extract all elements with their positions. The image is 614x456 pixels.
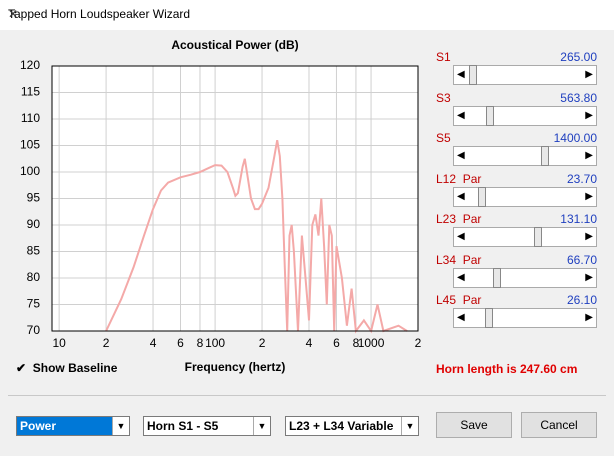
- slider-right-arrow[interactable]: ▶: [585, 312, 593, 323]
- slider-name: S3: [436, 90, 451, 105]
- slider[interactable]: ◀ ▶: [453, 186, 597, 207]
- x-tick-label: 6: [177, 336, 184, 350]
- slider-left-arrow[interactable]: ◀: [457, 231, 465, 242]
- y-tick-label: 110: [21, 111, 40, 125]
- slider-left-arrow[interactable]: ◀: [457, 190, 465, 202]
- slider-left-arrow[interactable]: ◀: [457, 69, 465, 80]
- slider-left-arrow[interactable]: ◀: [457, 271, 465, 283]
- slider-name: L23 Par: [436, 212, 482, 226]
- slider-left-arrow[interactable]: ◀: [457, 312, 465, 323]
- x-tick-label: 6: [333, 336, 340, 350]
- slider-left-arrow[interactable]: ◀: [457, 109, 465, 121]
- line-series: [105, 140, 408, 334]
- separator: [8, 395, 606, 396]
- y-tick-label: 100: [20, 164, 40, 178]
- slider-thumb[interactable]: [485, 308, 493, 328]
- y-tick-label: 90: [27, 217, 41, 231]
- y-tick-label: 85: [27, 244, 41, 258]
- slider-thumb[interactable]: [486, 105, 494, 126]
- save-button[interactable]: Save: [436, 412, 512, 438]
- slider-thumb[interactable]: [541, 146, 549, 166]
- slider-value: 265.00: [560, 50, 597, 64]
- horn-length: Horn length is 247.60 cm: [436, 362, 578, 376]
- x-tick-label: 4: [306, 336, 313, 350]
- slider[interactable]: ◀ ▶: [453, 227, 597, 247]
- slider-value: 66.70: [566, 252, 597, 267]
- slider-value: 1400.00: [553, 131, 597, 145]
- y-tick-label: 75: [27, 297, 41, 311]
- y-tick-label: 105: [20, 138, 40, 152]
- slider-right-arrow[interactable]: ▶: [585, 271, 593, 283]
- slider-name: S5: [436, 131, 451, 145]
- y-tick-label: 120: [20, 58, 40, 72]
- slider[interactable]: ◀ ▶: [453, 308, 597, 328]
- x-tick-label: 2: [415, 336, 422, 350]
- title-bar: Tapped Horn Loudspeaker Wizard ✕: [0, 0, 614, 30]
- x-tick-label: 10: [52, 336, 66, 350]
- slider-value: 563.80: [560, 90, 597, 105]
- show-baseline-checkbox[interactable]: ✔ Show Baseline: [16, 361, 118, 375]
- dropdown-value: Horn S1 - S5: [147, 419, 219, 433]
- slider-left-arrow[interactable]: ◀: [457, 150, 465, 161]
- slider-value: 131.10: [560, 212, 597, 226]
- slider-right-arrow[interactable]: ▶: [585, 231, 593, 242]
- slider-name: L12 Par: [436, 171, 482, 186]
- slider[interactable]: ◀ ▶: [453, 267, 597, 288]
- dropdown-value: Power: [20, 419, 57, 433]
- checkbox-label: Show Baseline: [32, 361, 118, 375]
- slider-value: 23.70: [566, 171, 597, 186]
- slider[interactable]: ◀ ▶: [453, 65, 597, 85]
- slider-thumb[interactable]: [478, 186, 486, 207]
- x-tick-label: 100: [205, 336, 225, 350]
- slider[interactable]: ◀ ▶: [453, 105, 597, 126]
- x-tick-label: 4: [150, 336, 157, 350]
- slider-name: L45 Par: [436, 293, 482, 307]
- dropdown-value: L23 + L34 Variable: [289, 419, 394, 433]
- chart-title: Acoustical Power (dB): [171, 38, 298, 52]
- cancel-button[interactable]: Cancel: [521, 412, 597, 438]
- slider-thumb[interactable]: [469, 65, 477, 85]
- slider-right-arrow[interactable]: ▶: [585, 109, 593, 121]
- y-tick-label: 95: [27, 191, 41, 205]
- slider-right-arrow[interactable]: ▶: [585, 69, 593, 80]
- slider-name: L34 Par: [436, 252, 482, 267]
- chart: Acoustical Power (dB) Frequency (hertz) …: [20, 38, 422, 374]
- dropdown[interactable]: Power ▼: [16, 416, 130, 436]
- x-tick-label: 8: [197, 336, 204, 350]
- plot-border: [51, 65, 419, 332]
- slider[interactable]: ◀ ▶: [453, 146, 597, 166]
- slider-thumb[interactable]: [534, 227, 542, 247]
- y-tick-label: 115: [21, 85, 40, 99]
- y-tick-label: 70: [27, 323, 41, 337]
- slider-name: S1: [436, 50, 451, 64]
- slider-right-arrow[interactable]: ▶: [585, 150, 593, 161]
- x-tick-label: 8: [353, 336, 360, 350]
- x-tick-label: 2: [103, 336, 110, 350]
- dropdown[interactable]: Horn S1 - S5 ▼: [143, 416, 271, 436]
- slider-thumb[interactable]: [493, 267, 501, 288]
- window-title: Tapped Horn Loudspeaker Wizard: [8, 7, 191, 21]
- x-tick-label: 1000: [358, 336, 385, 350]
- slider-right-arrow[interactable]: ▶: [585, 190, 593, 202]
- x-axis-label: Frequency (hertz): [185, 360, 286, 374]
- close-button[interactable]: ✕: [8, 7, 19, 21]
- slider-value: 26.10: [566, 293, 597, 307]
- y-tick-label: 80: [27, 270, 41, 284]
- x-tick-label: 2: [259, 336, 266, 350]
- dropdown[interactable]: L23 + L34 Variable ▼: [285, 416, 419, 436]
